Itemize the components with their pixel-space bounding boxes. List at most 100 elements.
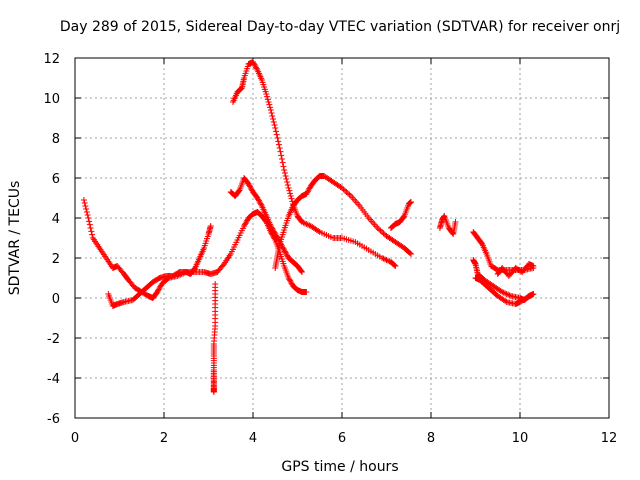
data-point xyxy=(248,186,255,193)
data-point xyxy=(281,167,288,173)
data-point xyxy=(502,298,509,304)
data-point xyxy=(377,227,384,234)
data-point xyxy=(298,268,305,274)
data-marks xyxy=(80,59,537,395)
data-point xyxy=(281,170,288,176)
data-point xyxy=(306,185,313,192)
data-point xyxy=(243,219,250,225)
data-point xyxy=(276,145,283,151)
data-point xyxy=(505,291,512,298)
data-point xyxy=(269,113,276,119)
data-point xyxy=(255,197,262,204)
data-point xyxy=(250,59,256,65)
data-point xyxy=(256,199,263,205)
data-point xyxy=(303,221,310,227)
data-point xyxy=(252,64,259,71)
data-point xyxy=(282,249,289,256)
data-point xyxy=(286,187,293,194)
data-point xyxy=(374,225,381,231)
data-point xyxy=(283,176,290,182)
data-point xyxy=(376,226,383,233)
data-point xyxy=(339,185,345,191)
data-point xyxy=(210,389,217,395)
data-point xyxy=(272,128,279,135)
data-point xyxy=(303,289,310,295)
data-point xyxy=(267,107,274,113)
series-track-11 xyxy=(494,261,537,279)
data-point xyxy=(287,277,294,284)
data-point xyxy=(272,125,279,131)
x-tick-labels: 0 2 4 6 8 10 12 xyxy=(71,431,617,446)
data-point xyxy=(269,225,276,232)
data-point xyxy=(270,228,277,235)
y-tick-label: 12 xyxy=(43,52,60,67)
data-point xyxy=(85,215,92,221)
data-point xyxy=(301,220,308,227)
data-point xyxy=(253,65,260,72)
data-point xyxy=(278,156,285,162)
data-point xyxy=(407,251,414,257)
y-axis-title: SDTVAR / TECUs xyxy=(7,181,23,296)
data-point xyxy=(241,221,248,228)
data-point xyxy=(281,248,288,255)
x-tick-label: 2 xyxy=(160,431,168,446)
data-point xyxy=(384,257,391,264)
data-point xyxy=(157,283,164,290)
data-point xyxy=(83,206,90,212)
data-point xyxy=(287,190,294,197)
data-point xyxy=(270,119,277,125)
data-point xyxy=(390,261,397,268)
data-point xyxy=(235,188,242,194)
data-point xyxy=(84,212,91,218)
data-point xyxy=(242,220,249,227)
data-point xyxy=(277,148,284,155)
data-point xyxy=(279,159,286,166)
data-point xyxy=(452,219,459,225)
data-point xyxy=(266,101,273,108)
series-track-2 xyxy=(105,223,214,309)
data-point xyxy=(478,240,485,246)
x-axis-title: GPS time / hours xyxy=(281,459,398,475)
data-point xyxy=(304,189,311,196)
y-tick-label: -4 xyxy=(47,372,60,387)
data-point xyxy=(288,195,295,202)
data-point xyxy=(270,116,277,122)
data-point xyxy=(343,189,350,195)
data-point xyxy=(272,231,279,237)
data-point xyxy=(499,289,506,295)
series-track-3 xyxy=(227,175,305,275)
data-point xyxy=(340,186,347,193)
y-tick-label: -6 xyxy=(47,412,60,427)
series-track-12 xyxy=(210,281,219,395)
data-point xyxy=(88,228,95,235)
data-point xyxy=(500,289,507,296)
data-point xyxy=(258,201,265,208)
data-point xyxy=(89,231,96,238)
data-point xyxy=(267,104,274,111)
data-point xyxy=(280,163,287,170)
data-point xyxy=(207,223,214,229)
data-point xyxy=(264,96,271,103)
series-track-5 xyxy=(272,173,414,271)
data-point xyxy=(245,181,252,187)
data-point xyxy=(265,99,272,105)
data-point xyxy=(244,217,251,224)
y-tick-labels: -6 -4 -2 0 2 4 6 8 10 12 xyxy=(43,52,60,427)
data-point xyxy=(282,173,289,179)
data-point xyxy=(287,193,294,199)
y-tick-label: 6 xyxy=(52,172,60,187)
data-point xyxy=(285,185,292,191)
data-point xyxy=(400,214,407,220)
data-point xyxy=(280,245,287,252)
y-tick-label: 2 xyxy=(52,252,60,267)
chart-title: Day 289 of 2015, Sidereal Day-to-day VTE… xyxy=(60,19,620,35)
data-point xyxy=(288,280,295,287)
data-point xyxy=(250,60,257,67)
data-point xyxy=(247,183,254,190)
data-point xyxy=(267,223,274,229)
data-point xyxy=(274,235,281,241)
data-point xyxy=(341,187,348,194)
series-track-6 xyxy=(387,199,414,231)
y-tick-label: 10 xyxy=(43,92,60,107)
